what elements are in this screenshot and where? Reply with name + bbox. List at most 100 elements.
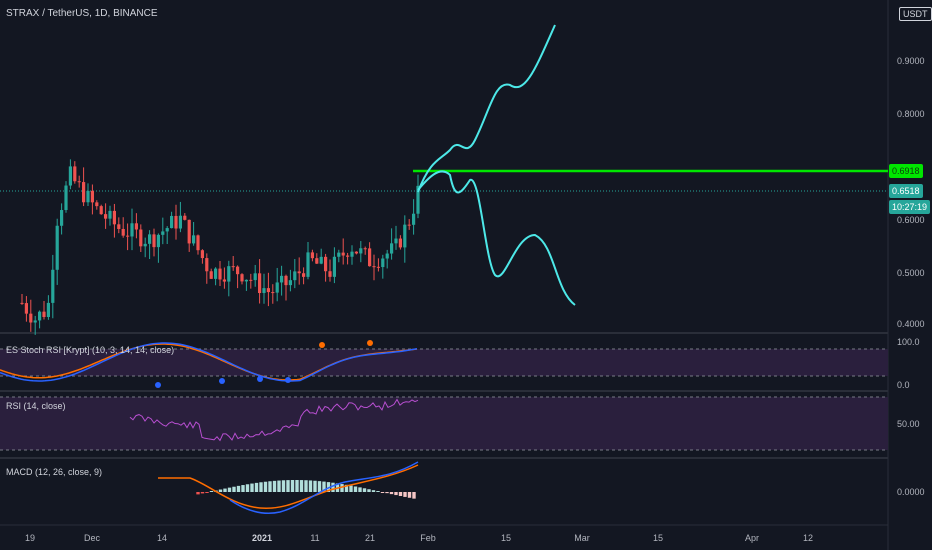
macd-histogram-bar <box>218 489 223 492</box>
stoch-tick: 100.0 <box>897 337 920 347</box>
macd-histogram-bar <box>403 492 407 497</box>
stoch-oversold-dot <box>155 382 161 388</box>
macd-histogram-bar <box>371 490 376 492</box>
candle-body <box>108 210 112 219</box>
candle-body <box>51 269 55 303</box>
candle-body <box>271 292 275 294</box>
last-price-label: 0.6518 <box>889 184 923 198</box>
stoch-overbought-dot <box>319 342 325 348</box>
macd-histogram-bar <box>389 492 394 495</box>
macd-histogram-bar <box>308 480 313 492</box>
macd-histogram-bar <box>322 481 326 492</box>
candle-body <box>359 248 363 254</box>
candle-body <box>306 252 310 277</box>
macd-histogram-bar <box>407 492 412 498</box>
macd-histogram-bar <box>380 492 385 493</box>
candle-body <box>328 271 332 277</box>
candle-body <box>350 251 354 257</box>
price-tick: 0.8000 <box>897 109 925 119</box>
candle-body <box>187 219 191 244</box>
candle-body <box>86 190 90 203</box>
candle-body <box>214 268 218 279</box>
candle-body <box>354 251 358 254</box>
macd-histogram-bar <box>286 480 290 492</box>
time-tick: 11 <box>310 533 320 543</box>
macd-histogram-bar <box>245 484 250 492</box>
candle-body <box>227 266 231 282</box>
macd-histogram-bar <box>385 492 389 494</box>
candle-body <box>258 273 262 294</box>
candle-body <box>130 223 134 237</box>
macd-line <box>229 461 419 514</box>
macd-histogram-bar <box>367 489 371 492</box>
candle-body <box>33 320 37 323</box>
macd-histogram-bar <box>272 480 277 492</box>
macd-histogram-bar <box>299 480 304 492</box>
candle-body <box>161 231 165 235</box>
candle-body <box>170 215 174 229</box>
candle-body <box>73 166 77 182</box>
candle-body <box>192 235 196 244</box>
candle-body <box>60 210 64 226</box>
stoch-overbought-dot <box>367 340 373 346</box>
candle-body <box>104 214 108 219</box>
candle-body <box>368 248 372 267</box>
candle-body <box>24 303 28 314</box>
stoch-rsi-label[interactable]: ES Stoch RSI [Krypt] (10, 3, 14, 14, clo… <box>6 345 175 355</box>
candle-body <box>82 182 86 203</box>
candle-body <box>20 302 24 304</box>
time-tick: 15 <box>652 533 664 543</box>
time-tick: 12 <box>802 533 814 543</box>
time-tick: 19 <box>24 533 36 543</box>
macd-histogram-bar <box>376 491 380 492</box>
stoch-oversold-dot <box>285 377 291 383</box>
candle-body <box>68 166 72 186</box>
candle-body <box>29 313 33 323</box>
stoch-oversold-dot <box>257 376 263 382</box>
candle-body <box>156 234 160 248</box>
candle-body <box>394 238 398 244</box>
macd-histogram-bar <box>281 480 286 492</box>
candle-body <box>372 266 376 268</box>
candle-body <box>288 280 292 286</box>
candle-body <box>139 229 143 247</box>
macd-histogram-bar <box>295 480 299 492</box>
candle-body <box>381 258 385 268</box>
macd-histogram-bar <box>241 485 245 492</box>
candle-body <box>253 273 257 281</box>
price-tick: 0.5000 <box>897 268 925 278</box>
macd-histogram-bar <box>344 484 349 492</box>
macd-histogram-bar <box>277 480 281 492</box>
candle-body <box>200 250 204 259</box>
symbol-title[interactable]: STRAX / TetherUS, 1D, BINANCE <box>6 8 158 19</box>
stoch-band <box>0 349 888 376</box>
candle-body <box>231 266 235 268</box>
macd-histogram-bar <box>268 481 272 492</box>
macd-histogram-bar <box>317 481 322 492</box>
macd-histogram-bar <box>340 484 344 492</box>
time-tick: 14 <box>156 533 168 543</box>
candle-body <box>183 215 187 220</box>
candle-body <box>341 252 345 256</box>
candle-body <box>165 228 169 232</box>
candle-body <box>346 255 350 257</box>
rsi-label[interactable]: RSI (14, close) <box>6 401 66 411</box>
stoch-tick: 0.0 <box>897 380 910 390</box>
candle-body <box>302 273 306 277</box>
candle-body <box>266 288 270 293</box>
currency-button[interactable]: USDT <box>899 7 932 21</box>
macd-histogram-bar <box>326 482 331 492</box>
time-tick: Mar <box>574 533 590 543</box>
rsi-tick: 50.00 <box>897 419 920 429</box>
candle-body <box>236 266 240 275</box>
macd-histogram-bar <box>358 487 362 492</box>
candle-body <box>126 235 130 237</box>
candle-body <box>310 252 314 259</box>
macd-label[interactable]: MACD (12, 26, close, 9) <box>6 467 103 477</box>
candle-body <box>148 234 152 244</box>
candle-body <box>209 271 213 279</box>
stoch-oversold-dot <box>219 378 225 384</box>
candle-body <box>284 275 288 286</box>
candle-body <box>244 279 248 282</box>
